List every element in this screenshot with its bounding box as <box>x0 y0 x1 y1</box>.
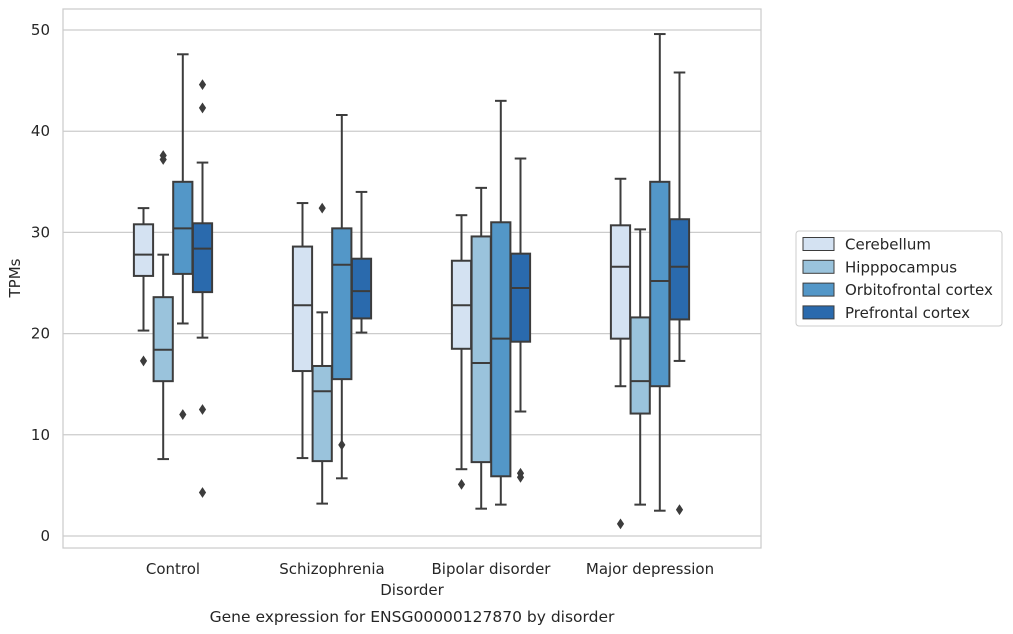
y-tick-label: 10 <box>31 426 50 444</box>
y-tick-labels: 0 10 20 30 40 50 <box>31 21 50 545</box>
box <box>291 202 314 460</box>
box <box>350 190 373 334</box>
x-tick-label: Schizophrenia <box>279 560 384 578</box>
legend: Cerebellum Hipppocampus Orbitofrontal cort… <box>795 230 1003 327</box>
box <box>668 71 691 516</box>
box <box>509 157 532 483</box>
box-iqr <box>350 257 373 320</box>
legend-swatch <box>802 237 835 251</box>
box <box>311 202 333 505</box>
box <box>629 228 651 506</box>
box <box>191 79 214 498</box>
legend-frame <box>795 230 1003 327</box>
box-iqr <box>629 316 651 415</box>
box <box>152 150 174 461</box>
outlier-point <box>198 79 207 91</box>
outlier-point <box>139 355 148 367</box>
x-tick-label: Major depression <box>586 560 714 578</box>
box-iqr <box>649 180 671 388</box>
box-iqr <box>152 296 174 383</box>
chart-caption: Gene expression for ENSG00000127870 by d… <box>210 608 615 626</box>
box-iqr <box>470 235 492 464</box>
box-iqr <box>509 252 532 343</box>
y-tick-label: 0 <box>40 527 50 545</box>
x-axis-label: Disorder <box>380 581 444 599</box>
outlier-point <box>675 504 684 516</box>
box-iqr <box>311 364 333 463</box>
x-tick-label: Bipolar disorder <box>432 560 552 578</box>
box <box>450 214 473 490</box>
box-iqr <box>490 221 512 478</box>
y-tick-label: 30 <box>31 223 50 241</box>
y-tick-label: 20 <box>31 325 50 343</box>
y-tick-label: 50 <box>31 21 50 39</box>
box-layer <box>132 33 691 530</box>
outlier-point <box>457 478 466 490</box>
legend-swatch <box>802 305 835 320</box>
outlier-point <box>318 202 326 214</box>
outlier-point <box>198 404 207 415</box>
plot-area-border <box>62 8 762 549</box>
legend-label: Hipppocampus <box>845 258 957 276</box>
box-iqr <box>331 227 353 381</box>
legend-label: Prefrontal cortex <box>845 304 970 322</box>
legend-label: Cerebellum <box>845 236 931 254</box>
outlier-point <box>198 487 207 498</box>
box-iqr <box>132 223 155 277</box>
x-tick-labels: Control Schizophrenia Bipolar disorder Majo… <box>146 560 714 578</box>
outlier-point <box>198 102 207 114</box>
x-tick-label: Control <box>146 560 200 578</box>
legend-label: Orbitofrontal cortex <box>845 281 993 299</box>
box-iqr <box>291 245 314 373</box>
box-iqr <box>609 224 632 340</box>
outlier-point <box>338 439 346 451</box>
box-iqr <box>191 222 214 294</box>
legend-items: Cerebellum Hipppocampus Orbitofrontal cort… <box>802 236 993 322</box>
box <box>609 177 632 530</box>
box <box>172 53 194 420</box>
box <box>331 114 353 480</box>
outlier-point <box>616 518 625 530</box>
outlier-point <box>159 150 167 161</box>
outlier-point <box>516 471 525 483</box>
box <box>490 99 512 506</box>
y-axis-label: TPMs <box>6 258 24 298</box>
box <box>470 186 492 510</box>
box <box>132 207 155 367</box>
legend-swatch <box>802 259 835 274</box>
box-iqr <box>668 218 691 321</box>
y-tick-label: 40 <box>31 122 50 140</box>
outlier-point <box>179 409 187 420</box>
box <box>649 33 671 512</box>
legend-swatch <box>802 282 835 297</box>
